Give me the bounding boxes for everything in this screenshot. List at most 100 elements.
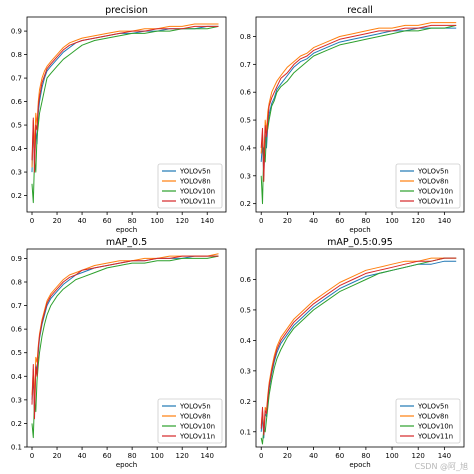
- y-tick-label: 0.4: [240, 144, 252, 152]
- x-tick-label: 80: [361, 217, 370, 225]
- y-tick-label: 0.6: [11, 326, 23, 334]
- x-tick-label: 120: [176, 452, 189, 460]
- series-group: [31, 23, 219, 204]
- y-tick-label: 0.4: [11, 145, 23, 153]
- legend-box: [157, 398, 223, 444]
- series-line-yolov10n: [31, 25, 219, 204]
- legend-label: YOLOv5n: [179, 403, 211, 411]
- chart-title: precision: [105, 5, 148, 16]
- x-tick-label: 120: [412, 452, 425, 460]
- legend-label: YOLOv8n: [417, 413, 449, 421]
- chart-title: mAP_0.5: [106, 237, 147, 248]
- y-tick-label: 0.5: [11, 349, 22, 357]
- legend: YOLOv5n YOLOv8n YOLOv10n YOLOv11n: [395, 163, 461, 209]
- x-axis-label: epoch: [116, 226, 137, 234]
- x-axis-label: epoch: [349, 461, 370, 469]
- legend-label: YOLOv8n: [179, 413, 211, 421]
- legend-label: YOLOv10n: [179, 423, 215, 431]
- x-tick-label: 80: [361, 452, 370, 460]
- watermark: CSDN @阿_旭: [414, 462, 468, 471]
- y-tick-label: 0.2: [11, 192, 22, 200]
- chart-panel-2: recall 0 20 40 60 80 100 120 140 0.2 0.3 0.4 0.5 0.6 0…: [240, 5, 465, 234]
- y-tick-label: 0.3: [11, 396, 22, 404]
- legend-label: YOLOv8n: [179, 178, 211, 186]
- legend-label: YOLOv5n: [179, 168, 211, 176]
- x-tick-label: 40: [78, 452, 87, 460]
- series-line-yolov10n: [260, 257, 457, 445]
- x-tick-label: 100: [385, 217, 398, 225]
- x-tick-label: 0: [30, 217, 34, 225]
- chart-title: mAP_0.5:0.95: [327, 237, 393, 248]
- legend-label: YOLOv5n: [417, 168, 449, 176]
- y-tick-label: 0.2: [11, 420, 22, 428]
- series-group: [260, 257, 457, 445]
- y-tick-label: 0.5: [240, 306, 251, 314]
- y-tick-label: 0.3: [240, 172, 251, 180]
- x-tick-label: 140: [201, 452, 214, 460]
- y-tick-label: 0.7: [11, 75, 22, 83]
- x-tick-label: 140: [438, 217, 451, 225]
- y-tick-label: 0.5: [240, 117, 251, 125]
- x-tick-label: 40: [309, 217, 318, 225]
- y-tick-label: 0.6: [240, 89, 252, 97]
- y-tick-label: 0.6: [240, 276, 252, 284]
- series-line-yolov5n: [260, 27, 457, 177]
- x-tick-label: 40: [309, 452, 318, 460]
- x-tick-label: 20: [283, 452, 292, 460]
- chart-panel-3: mAP_0.5 0 20 40 60 80 100 120 140 0.1 0.2 0.3 0.4 0.5…: [11, 237, 227, 469]
- series-line-yolov8n: [260, 22, 457, 163]
- x-tick-label: 100: [150, 217, 163, 225]
- x-tick-label: 100: [150, 452, 163, 460]
- y-tick-label: 0.3: [240, 367, 251, 375]
- legend-label: YOLOv10n: [417, 423, 453, 431]
- series-group: [260, 22, 457, 205]
- x-tick-label: 0: [30, 452, 34, 460]
- x-axis-label: epoch: [116, 461, 137, 469]
- x-axis-label: epoch: [349, 226, 370, 234]
- legend: YOLOv5n YOLOv8n YOLOv10n YOLOv11n: [157, 163, 223, 209]
- x-tick-label: 80: [128, 452, 137, 460]
- y-tick-label: 0.6: [11, 98, 23, 106]
- x-tick-label: 80: [128, 217, 137, 225]
- y-tick-label: 0.5: [11, 122, 22, 130]
- y-tick-label: 0.2: [240, 200, 251, 208]
- y-tick-label: 0.4: [240, 337, 252, 345]
- y-tick-label: 0.1: [11, 444, 22, 452]
- x-tick-label: 0: [259, 452, 263, 460]
- legend-box: [395, 398, 461, 444]
- x-tick-label: 140: [201, 217, 214, 225]
- legend: YOLOv5n YOLOv8n YOLOv10n YOLOv11n: [157, 398, 223, 444]
- legend-label: YOLOv10n: [179, 188, 215, 196]
- series-line-yolov11n: [260, 257, 457, 436]
- series-group: [31, 253, 219, 439]
- y-tick-label: 0.9: [11, 255, 22, 263]
- x-tick-label: 120: [176, 217, 189, 225]
- legend-label: YOLOv8n: [417, 178, 449, 186]
- series-line-yolov11n: [31, 25, 219, 173]
- x-tick-label: 40: [78, 217, 87, 225]
- x-tick-label: 120: [412, 217, 425, 225]
- legend-box: [157, 163, 223, 209]
- y-tick-label: 0.4: [11, 373, 23, 381]
- legend-label: YOLOv11n: [417, 198, 453, 206]
- x-tick-label: 20: [53, 452, 62, 460]
- x-tick-label: 60: [335, 217, 344, 225]
- x-tick-label: 60: [103, 452, 112, 460]
- y-tick-label: 0.9: [11, 28, 22, 36]
- series-line-yolov11n: [260, 24, 457, 182]
- y-tick-label: 0.7: [11, 302, 22, 310]
- legend-label: YOLOv11n: [179, 198, 215, 206]
- y-tick-label: 0.7: [240, 61, 251, 69]
- y-tick-label: 0.1: [240, 428, 251, 436]
- x-tick-label: 140: [438, 452, 451, 460]
- y-tick-label: 0.8: [11, 279, 22, 287]
- legend-box: [395, 163, 461, 209]
- legend-label: YOLOv11n: [179, 433, 215, 441]
- x-tick-label: 60: [103, 217, 112, 225]
- y-tick-label: 0.3: [11, 169, 22, 177]
- chart-title: recall: [347, 5, 373, 16]
- x-tick-label: 100: [385, 452, 398, 460]
- x-tick-label: 20: [283, 217, 292, 225]
- legend-label: YOLOv10n: [417, 188, 453, 196]
